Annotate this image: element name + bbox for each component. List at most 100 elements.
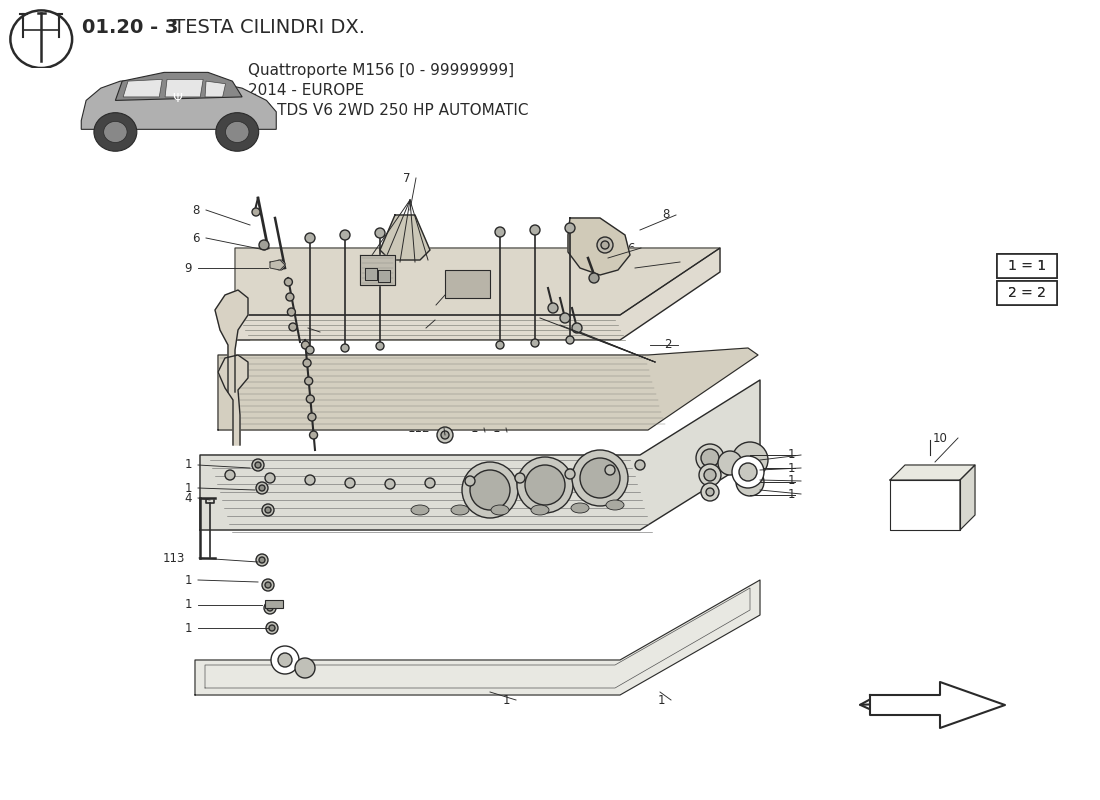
Polygon shape xyxy=(218,348,758,430)
Polygon shape xyxy=(890,465,975,480)
Text: 1: 1 xyxy=(185,574,192,586)
Text: 6: 6 xyxy=(295,322,302,334)
Circle shape xyxy=(572,450,628,506)
Text: Quattroporte M156 [0 - 99999999]: Quattroporte M156 [0 - 99999999] xyxy=(248,63,514,78)
Ellipse shape xyxy=(411,505,429,515)
Polygon shape xyxy=(200,380,760,530)
Text: 1: 1 xyxy=(185,482,192,494)
Circle shape xyxy=(305,233,315,243)
Text: 2: 2 xyxy=(664,338,672,351)
Circle shape xyxy=(278,653,292,667)
Circle shape xyxy=(496,341,504,349)
Circle shape xyxy=(701,483,719,501)
Text: 6: 6 xyxy=(192,231,200,245)
Circle shape xyxy=(462,462,518,518)
Circle shape xyxy=(306,395,315,403)
Circle shape xyxy=(601,241,609,249)
Polygon shape xyxy=(214,290,248,392)
Circle shape xyxy=(548,303,558,313)
Circle shape xyxy=(285,278,293,286)
Text: 112: 112 xyxy=(407,422,430,434)
Polygon shape xyxy=(270,260,285,270)
Polygon shape xyxy=(960,465,975,530)
Circle shape xyxy=(732,442,768,478)
Text: 1: 1 xyxy=(185,598,192,611)
Bar xyxy=(265,600,283,608)
Text: 11: 11 xyxy=(654,255,670,269)
Circle shape xyxy=(341,344,349,352)
Circle shape xyxy=(262,579,274,591)
Polygon shape xyxy=(235,248,721,340)
Circle shape xyxy=(308,413,316,421)
Text: 1 = 1: 1 = 1 xyxy=(1009,258,1046,273)
Circle shape xyxy=(306,346,313,354)
Circle shape xyxy=(267,605,273,611)
Text: 1: 1 xyxy=(788,449,795,462)
Circle shape xyxy=(495,227,505,237)
Circle shape xyxy=(258,485,265,491)
Circle shape xyxy=(696,444,724,472)
Circle shape xyxy=(226,470,235,480)
Ellipse shape xyxy=(606,500,624,510)
Circle shape xyxy=(295,658,315,678)
Ellipse shape xyxy=(571,503,588,513)
Polygon shape xyxy=(890,480,960,530)
Circle shape xyxy=(465,476,475,486)
Polygon shape xyxy=(378,270,390,282)
Circle shape xyxy=(572,323,582,333)
Circle shape xyxy=(515,473,525,483)
Text: 6: 6 xyxy=(627,242,635,254)
FancyBboxPatch shape xyxy=(998,281,1057,305)
Circle shape xyxy=(286,293,294,301)
Circle shape xyxy=(718,451,743,475)
Circle shape xyxy=(289,323,297,331)
Circle shape xyxy=(226,122,249,142)
Text: 1: 1 xyxy=(658,694,666,706)
Circle shape xyxy=(256,554,268,566)
Polygon shape xyxy=(123,79,162,97)
Circle shape xyxy=(266,622,278,634)
Text: 7: 7 xyxy=(403,171,410,185)
Text: 8: 8 xyxy=(192,203,200,217)
Circle shape xyxy=(304,359,311,367)
Text: 2 = 2: 2 = 2 xyxy=(1009,286,1046,300)
Polygon shape xyxy=(235,248,721,315)
Text: 01.20 - 3: 01.20 - 3 xyxy=(82,18,178,37)
Circle shape xyxy=(258,240,270,250)
Circle shape xyxy=(94,113,136,151)
Circle shape xyxy=(385,479,395,489)
Text: TESTA CILINDRI DX.: TESTA CILINDRI DX. xyxy=(167,18,365,37)
Circle shape xyxy=(706,488,714,496)
Circle shape xyxy=(605,465,615,475)
Circle shape xyxy=(252,208,260,216)
Circle shape xyxy=(309,431,318,439)
Text: 113: 113 xyxy=(163,551,185,565)
Circle shape xyxy=(704,469,716,481)
Circle shape xyxy=(275,260,285,270)
Circle shape xyxy=(375,228,385,238)
Circle shape xyxy=(425,478,435,488)
Circle shape xyxy=(270,625,275,631)
Circle shape xyxy=(265,473,275,483)
Circle shape xyxy=(588,273,600,283)
Circle shape xyxy=(470,470,510,510)
Circle shape xyxy=(305,475,315,485)
Circle shape xyxy=(698,464,720,486)
Text: 3.0 TDS V6 2WD 250 HP AUTOMATIC: 3.0 TDS V6 2WD 250 HP AUTOMATIC xyxy=(248,103,528,118)
FancyBboxPatch shape xyxy=(998,254,1057,278)
Text: 1: 1 xyxy=(503,694,510,706)
Circle shape xyxy=(736,468,764,496)
Text: 8: 8 xyxy=(662,209,670,222)
Ellipse shape xyxy=(531,505,549,515)
Circle shape xyxy=(732,456,764,488)
Text: 9: 9 xyxy=(185,262,192,274)
Circle shape xyxy=(265,507,271,513)
Circle shape xyxy=(376,342,384,350)
Polygon shape xyxy=(870,682,1005,728)
Circle shape xyxy=(301,341,309,349)
Circle shape xyxy=(287,308,296,316)
Polygon shape xyxy=(379,215,430,260)
Text: 1 = 1: 1 = 1 xyxy=(1009,258,1046,273)
Text: Ψ: Ψ xyxy=(172,92,182,105)
Circle shape xyxy=(305,377,312,385)
